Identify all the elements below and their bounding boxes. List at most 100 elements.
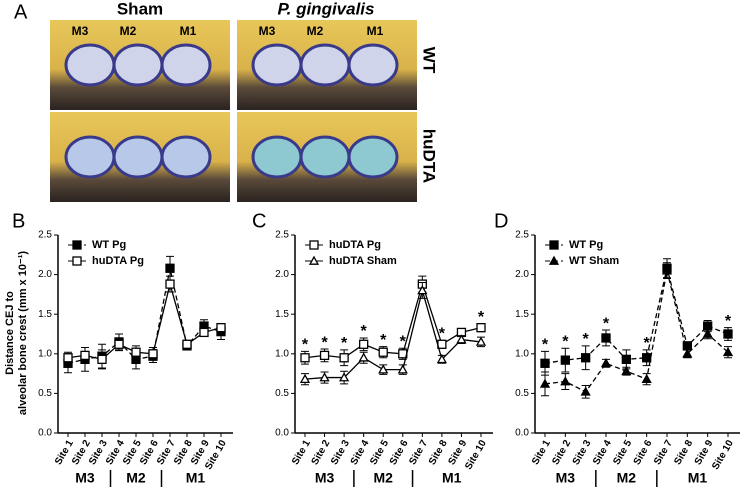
marker (148, 349, 158, 359)
row-header: huDTA (420, 129, 439, 183)
marker (548, 255, 560, 265)
tooth (64, 135, 116, 179)
tooth-label: M1 (367, 24, 384, 38)
y-tick-label: 2.0 (515, 269, 529, 280)
marker (682, 348, 693, 358)
marker (378, 347, 388, 357)
marker (359, 339, 369, 349)
y-tick-label: 0.5 (275, 388, 289, 399)
y-tick-label: 2.0 (275, 269, 289, 280)
y-tick-label: 1.5 (515, 309, 529, 320)
significance: * (562, 333, 569, 350)
y-tick-label: 2.5 (38, 230, 52, 241)
x-tick-label: Site 3 (571, 438, 594, 467)
marker (580, 386, 591, 396)
series-line (67, 281, 222, 361)
marker (600, 357, 612, 368)
legend-label: huDTA Pg (92, 255, 144, 267)
y-tick-label: 0.0 (515, 428, 529, 439)
marker (475, 336, 487, 346)
y-tick-label: 1.0 (515, 348, 529, 359)
tooth-label: M1 (180, 24, 197, 38)
significance: * (478, 309, 485, 326)
marker (560, 376, 571, 386)
marker (182, 339, 192, 349)
marker (456, 334, 467, 344)
marker (97, 354, 107, 364)
marker (560, 355, 570, 365)
marker (299, 373, 311, 383)
marker (539, 378, 551, 388)
panel-label: A (14, 1, 28, 23)
tooth-label: M3 (259, 24, 276, 38)
photos: M3 M2 M1 M3 M2 M1 (50, 20, 417, 202)
significance: * (583, 331, 590, 348)
significance: * (361, 323, 368, 340)
tooth (160, 135, 212, 179)
x-tick-label: Site 7 (652, 438, 675, 467)
group-label: M1 (442, 470, 462, 486)
marker (309, 240, 319, 250)
tooth (64, 43, 116, 87)
marker (621, 354, 631, 364)
tooth (347, 135, 399, 179)
significance: * (302, 337, 309, 354)
marker (378, 364, 389, 374)
marker (476, 323, 486, 333)
series-line (67, 268, 222, 364)
significance: * (321, 334, 328, 351)
group-label: M1 (186, 470, 206, 486)
series-line (544, 270, 729, 393)
tooth (347, 43, 399, 87)
significance: * (542, 337, 549, 354)
marker (397, 364, 408, 374)
legend-label: WT Pg (569, 239, 603, 251)
significance: * (400, 333, 407, 350)
y-tick-label: 1.0 (38, 348, 52, 359)
series-line (304, 287, 482, 380)
x-tick-label: Site 4 (591, 438, 614, 467)
tooth (251, 43, 303, 87)
legend-label: huDTA Sham (329, 255, 397, 267)
marker (165, 279, 175, 289)
tooth-label: M3 (72, 24, 89, 38)
y-tick-label: 1.5 (275, 309, 289, 320)
group-label: M2 (126, 470, 146, 486)
marker (621, 365, 632, 376)
marker (661, 265, 673, 275)
x-tick-label: Site 2 (550, 438, 573, 467)
tooth (251, 135, 303, 179)
marker (702, 328, 713, 338)
significance: * (439, 326, 446, 343)
marker (199, 327, 209, 338)
significance: * (603, 315, 610, 332)
marker (300, 353, 310, 363)
significance: * (644, 335, 651, 352)
marker (581, 353, 591, 363)
x-tick-label: Site 5 (611, 438, 634, 467)
marker (72, 256, 82, 266)
series-line (544, 268, 729, 364)
y-tick-label: 2.5 (275, 230, 289, 241)
marker (339, 372, 350, 382)
column-header: Sham (117, 0, 163, 18)
marker (549, 240, 559, 250)
marker (308, 255, 320, 265)
marker (358, 352, 369, 362)
y-tick-label: 0.0 (275, 428, 289, 439)
marker (216, 323, 226, 333)
marker (131, 347, 141, 357)
marker (642, 353, 652, 363)
tooth (112, 135, 164, 179)
marker (723, 329, 733, 339)
marker (339, 353, 349, 363)
y-axis-label: alveolar bone crest (mm x 10⁻¹) (17, 251, 29, 415)
y-tick-label: 1.0 (275, 348, 289, 359)
tooth (112, 43, 164, 87)
tooth-label: M2 (120, 24, 137, 38)
marker (165, 263, 175, 273)
marker (722, 346, 734, 357)
significance: * (380, 332, 387, 349)
significance: * (341, 335, 348, 352)
